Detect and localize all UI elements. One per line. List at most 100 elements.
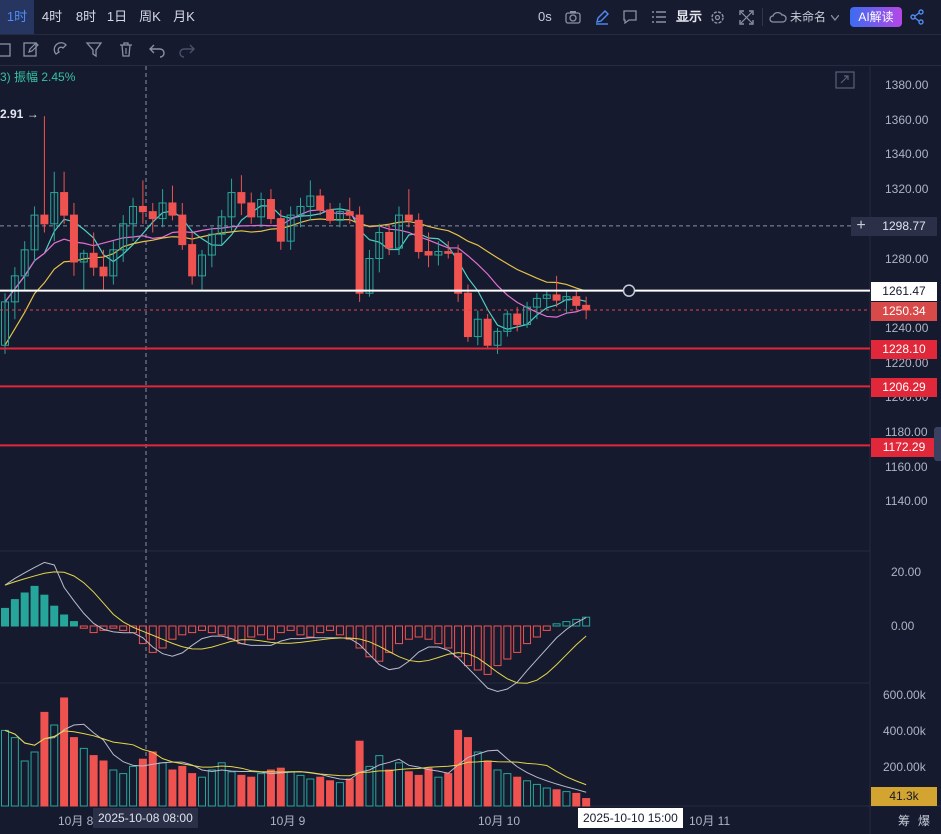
macd-bar [473, 625, 482, 671]
volume-ma10 [4, 729, 587, 786]
candle-body [385, 231, 394, 249]
candle-body [355, 214, 364, 294]
x-cursor-label: 2025-10-08 08:00 [93, 808, 198, 828]
volume-bar [395, 762, 403, 807]
volume-bar [483, 760, 492, 807]
chips-button[interactable]: 筹 [898, 814, 911, 828]
comment-icon[interactable] [622, 9, 638, 25]
candle-body [99, 266, 108, 277]
price-lines [0, 284, 870, 447]
macd-bar [444, 625, 453, 649]
price-tick: 1140.00 [885, 494, 928, 509]
macd-tick-20: 20.00 [891, 565, 922, 579]
layout-name[interactable]: 未命名 [790, 10, 827, 24]
share-icon[interactable] [909, 9, 925, 25]
redo-icon[interactable] [178, 40, 198, 60]
ai-analysis-button[interactable]: AI解读 [850, 7, 902, 27]
ma-line-1 [4, 209, 587, 318]
candle-body [582, 304, 591, 311]
timeframe-month[interactable]: 月K [173, 9, 195, 24]
candle-body [168, 202, 177, 216]
drawing-toolbar [0, 35, 941, 66]
candle-body [365, 258, 374, 294]
rectangle-tool-icon[interactable] [0, 40, 14, 60]
fullscreen-icon[interactable] [739, 10, 754, 25]
liquidation-button[interactable]: 爆 [918, 814, 931, 828]
volume-tick-200k: 200.00k [883, 760, 926, 774]
price-tick: 1320.00 [885, 182, 929, 197]
macd-bar [40, 594, 49, 627]
timeframe-8h[interactable]: 8时 [75, 9, 97, 24]
macd-dea-line [4, 571, 587, 684]
macd-bar [10, 599, 19, 627]
filter-icon[interactable] [85, 40, 105, 60]
macd-bar [237, 625, 246, 645]
macd-tick-0: 0.00 [891, 619, 915, 633]
chevron-down-icon[interactable] [831, 15, 839, 21]
list-icon[interactable] [651, 10, 667, 24]
volume-bar [129, 765, 138, 807]
candle-body [227, 192, 236, 218]
volume-bar [50, 724, 59, 807]
volume-bar [493, 769, 502, 807]
display-button[interactable]: 显示 [676, 9, 703, 24]
candle-body [188, 244, 197, 277]
macd-bar [414, 625, 423, 638]
volume-bar [552, 789, 561, 807]
timeframe-1d[interactable]: 1日 [106, 9, 128, 24]
candle-body [326, 209, 335, 221]
macd-bar [355, 625, 364, 649]
volume-bar [414, 774, 423, 807]
volume-bar [365, 765, 374, 807]
camera-icon[interactable] [565, 10, 581, 24]
undo-icon[interactable] [148, 40, 168, 60]
volume-bar [582, 798, 591, 807]
candle-body [424, 251, 433, 256]
candle-body [434, 251, 443, 256]
macd-bar [207, 625, 216, 634]
volume-bar [237, 774, 246, 807]
candle-body [306, 195, 315, 207]
volume-bar [207, 769, 216, 807]
toolbar-divider [762, 8, 763, 26]
candle-body [109, 249, 118, 277]
price-tick: 1340.00 [885, 147, 929, 162]
macd-bar [395, 625, 403, 645]
magnet-icon[interactable] [52, 40, 72, 60]
macd-bar [404, 625, 413, 640]
pencil-icon[interactable] [594, 9, 610, 25]
volume-bar [454, 729, 463, 807]
macd-bar [168, 625, 177, 640]
candlestick-chart[interactable] [0, 66, 941, 834]
macd-bar [60, 614, 69, 627]
volume-bar [168, 769, 177, 807]
macd-bar [89, 625, 98, 634]
candle-body [79, 252, 88, 263]
expand-icon[interactable] [835, 71, 855, 89]
macd-bar [582, 616, 591, 627]
macd-bar [345, 625, 354, 640]
volume-bar [306, 778, 315, 807]
volume-current-tag: 41.3k [871, 787, 937, 806]
volume-bar [404, 771, 413, 807]
gear-icon[interactable] [710, 10, 725, 25]
side-panel-handle[interactable] [934, 427, 941, 461]
macd-bar [532, 625, 541, 638]
timeframe-4h[interactable]: 4时 [41, 9, 63, 24]
volume-bar [503, 773, 512, 807]
candle-body [542, 294, 551, 299]
candle-body [523, 306, 532, 325]
candle-body [335, 211, 344, 221]
candle-body [552, 294, 561, 301]
candle-body [207, 233, 216, 256]
top-toolbar: 1时 4时 8时 1日 周K 月K 0s 显示 未命名 AI解读 [0, 0, 941, 35]
volume-bar [444, 773, 453, 807]
timeframe-week[interactable]: 周K [139, 9, 161, 24]
timeframe-1h[interactable]: 1时 [0, 0, 34, 34]
edit-tool-icon[interactable] [22, 40, 42, 60]
add-alert-icon[interactable]: + [851, 217, 871, 236]
trash-icon[interactable] [117, 40, 137, 60]
volume-bar [217, 762, 226, 807]
candle-body [503, 313, 512, 332]
volume-bar [60, 697, 69, 807]
